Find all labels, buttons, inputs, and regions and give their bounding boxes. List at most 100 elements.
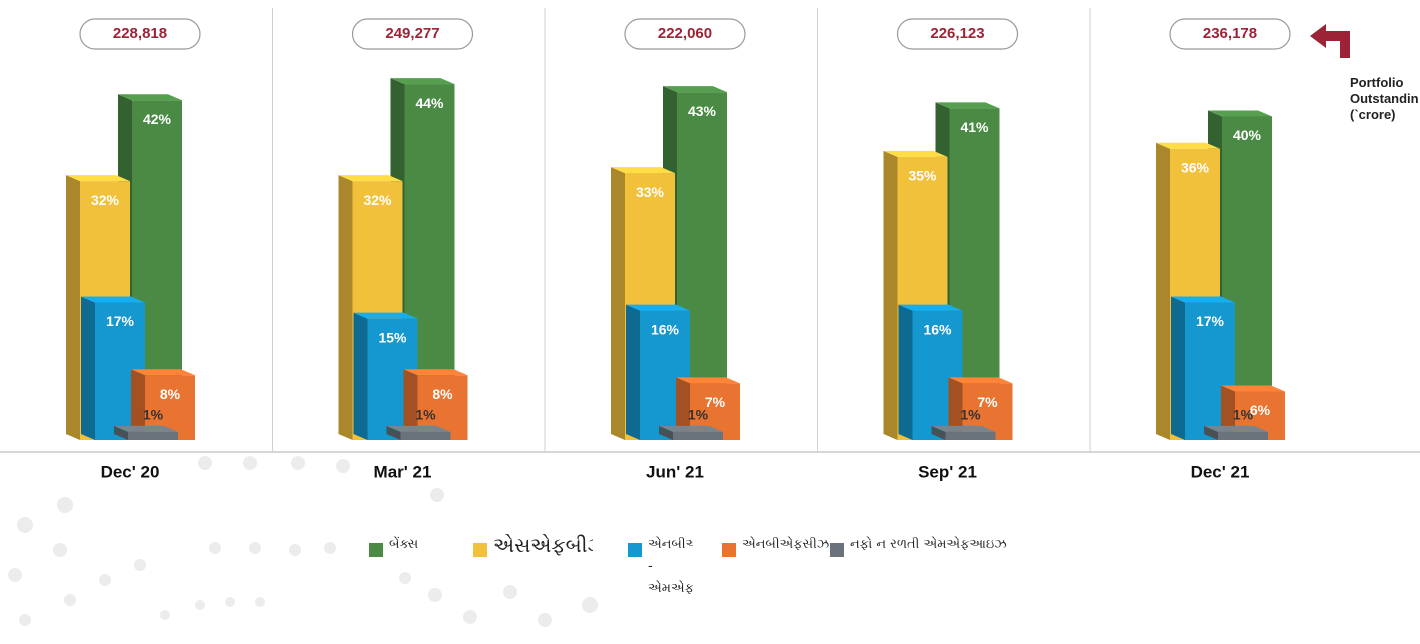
bar-top (898, 304, 963, 311)
bar-top (611, 167, 675, 174)
portfolio-pill (896, 18, 1019, 50)
legend-swatch (830, 543, 844, 557)
bar-top (131, 369, 195, 376)
value-label: 17% (106, 313, 135, 329)
bar-top (1204, 425, 1268, 432)
value-label: 32% (91, 192, 120, 208)
x-tick-label: Jun' 21 (646, 462, 704, 481)
bar-top (66, 175, 130, 182)
bar-side (403, 369, 418, 440)
bar-top (338, 175, 403, 182)
bar-side (338, 175, 353, 440)
value-label: 1% (415, 407, 436, 423)
portfolio-pill (1169, 18, 1291, 50)
portfolio-label: 228,818 (113, 25, 167, 42)
legend-label-box: બેંક્સ (389, 537, 419, 552)
legend-label-box: એસએફબીઝ (493, 534, 593, 557)
bar (400, 431, 451, 440)
bar-top (663, 86, 727, 93)
value-label: 42% (143, 111, 172, 127)
bar-side (948, 377, 963, 440)
bar-side (81, 296, 95, 440)
x-tick-label: Dec' 20 (101, 462, 160, 481)
value-label: 40% (1233, 127, 1262, 143)
portfolio-name: Portfolio Outstanding (`crore) (1350, 75, 1418, 122)
portfolio-arrow (1310, 24, 1350, 58)
x-tick-label: Sep' 21 (918, 462, 977, 481)
bar-top (403, 369, 468, 376)
value-label: 16% (651, 321, 680, 337)
value-label: 16% (923, 321, 952, 337)
legend-label-box: એનબીએફસી - એમએફઆઇઝ (648, 537, 693, 596)
bar-top (948, 377, 1013, 384)
bar (945, 431, 996, 440)
bar-side (386, 425, 401, 440)
portfolio-pill (351, 18, 474, 50)
bar-top (931, 425, 996, 432)
value-label: 1% (960, 407, 981, 423)
portfolio-label: 226,123 (930, 25, 984, 42)
bar-side (611, 167, 625, 441)
legend-label: નફો ન રળતી એમએફઆઇઝ (850, 537, 1007, 552)
value-label: 1% (143, 407, 164, 423)
value-label: 32% (363, 192, 392, 208)
bar-top (386, 425, 451, 432)
bar (1218, 431, 1268, 440)
x-tick-label: Mar' 21 (374, 462, 432, 481)
legend-swatch (473, 543, 487, 557)
value-label: 8% (432, 386, 453, 402)
bar-top (676, 377, 740, 384)
bar-side (898, 304, 913, 440)
bar-top (626, 304, 690, 311)
value-label: 33% (636, 184, 665, 200)
bar-side (1156, 142, 1170, 441)
value-label: 17% (1196, 313, 1225, 329)
legend-swatch (369, 543, 383, 557)
bar-side (676, 377, 690, 440)
bar-side (353, 312, 368, 440)
value-label: 7% (977, 394, 998, 410)
legend-label: બેંક્સ (389, 537, 419, 552)
bar-top (353, 312, 418, 319)
bar-side (931, 425, 946, 440)
value-label: 6% (1250, 402, 1271, 418)
decor-dots (8, 456, 598, 627)
bar-top (659, 425, 723, 432)
value-label: 1% (1233, 407, 1254, 423)
value-label: 8% (160, 386, 181, 402)
portfolio-pill (624, 18, 746, 50)
bar-side (1171, 296, 1185, 440)
value-label: 35% (908, 168, 937, 184)
value-label: 15% (378, 329, 407, 345)
value-label: 43% (688, 103, 717, 119)
x-tick-label: Dec' 21 (1191, 462, 1250, 481)
bar (128, 431, 178, 440)
bar-top (1156, 142, 1220, 149)
bar-top (1208, 110, 1272, 117)
legend-label-box: નફો ન રળતી એમએફઆઇઝ (850, 537, 1007, 552)
bar-side (131, 369, 145, 440)
portfolio-label: 249,277 (385, 25, 439, 42)
bar-top (1171, 296, 1235, 303)
legend-label: એસએફબીઝ (493, 534, 593, 557)
portfolio-label: 236,178 (1203, 25, 1257, 42)
legend-swatch (628, 543, 642, 557)
bar-top (118, 94, 182, 101)
legend-label-box: એનબીએફસીઝ (742, 537, 830, 552)
bar-top (883, 150, 948, 157)
bar-top (81, 296, 145, 303)
bar-side (659, 425, 673, 440)
legend-swatch (722, 543, 736, 557)
bar-side (883, 150, 898, 440)
value-label: 41% (960, 119, 989, 135)
portfolio-pill (79, 18, 201, 50)
portfolio-name-box: Portfolio Outstanding (`crore) (1350, 75, 1418, 122)
legend-label: એનબીએફસી - એમએફઆઇઝ (648, 537, 693, 596)
bar-top (935, 102, 1000, 109)
bar-top (1221, 385, 1285, 392)
bar-top (390, 78, 455, 85)
bar-top (114, 425, 178, 432)
value-label: 36% (1181, 160, 1210, 176)
legend-label: એનબીએફસીઝ (742, 537, 830, 552)
